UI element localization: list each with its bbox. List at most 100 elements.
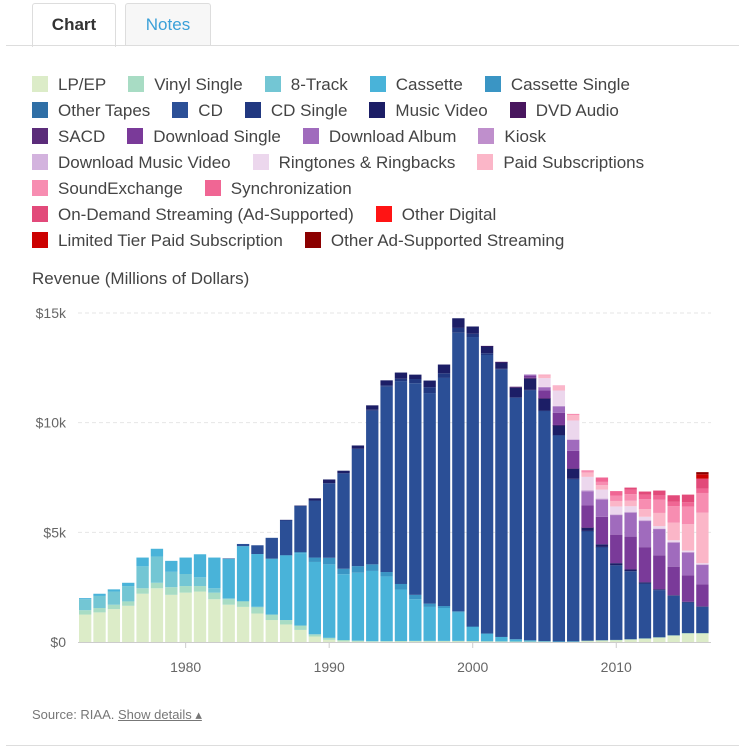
bar-segment[interactable] (480, 633, 494, 642)
bar-segment[interactable] (595, 499, 609, 517)
bar-segment[interactable] (466, 626, 479, 628)
bar-segment[interactable] (208, 592, 221, 600)
bar-segment[interactable] (667, 595, 680, 596)
bar-segment[interactable] (437, 373, 451, 378)
bar-segment[interactable] (495, 636, 508, 642)
bar-segment[interactable] (696, 472, 709, 475)
bar-segment[interactable] (567, 479, 580, 642)
bar-segment[interactable] (696, 633, 709, 642)
bar-segment[interactable] (696, 633, 709, 634)
bar-segment[interactable] (337, 568, 350, 575)
bar-segment[interactable] (581, 476, 594, 490)
bar-segment[interactable] (93, 593, 106, 596)
bar-segment[interactable] (667, 635, 680, 636)
bar-segment[interactable] (452, 318, 465, 328)
bar-segment[interactable] (681, 602, 695, 634)
bar-segment[interactable] (136, 588, 149, 594)
bar-segment[interactable] (638, 583, 652, 639)
bar-segment[interactable] (366, 641, 379, 642)
bar-segment[interactable] (265, 537, 278, 559)
bar-segment[interactable] (552, 405, 566, 407)
bar-segment[interactable] (638, 509, 652, 517)
bar-segment[interactable] (581, 527, 594, 528)
bar-segment[interactable] (538, 378, 551, 387)
bar-segment[interactable] (509, 397, 522, 640)
bar-segment[interactable] (610, 563, 623, 566)
bar-segment[interactable] (624, 511, 637, 513)
bar-segment[interactable] (380, 380, 393, 386)
bar-segment[interactable] (308, 634, 321, 637)
bar-segment[interactable] (495, 369, 508, 637)
bar-segment[interactable] (624, 494, 637, 501)
bar-segment[interactable] (595, 498, 609, 500)
bar-segment[interactable] (179, 586, 192, 593)
bar-segment[interactable] (150, 556, 164, 583)
bar-segment[interactable] (222, 598, 235, 600)
bar-segment[interactable] (480, 641, 494, 642)
bar-segment[interactable] (681, 575, 695, 602)
bar-segment[interactable] (552, 435, 566, 642)
bar-segment[interactable] (437, 608, 451, 641)
bar-segment[interactable] (380, 641, 393, 642)
bar-segment[interactable] (552, 390, 566, 406)
bar-segment[interactable] (107, 609, 121, 642)
bar-segment[interactable] (538, 410, 551, 642)
bar-segment[interactable] (222, 558, 235, 599)
legend-item[interactable]: Paid Subscriptions (477, 150, 644, 176)
bar-segment[interactable] (394, 381, 408, 584)
bar-segment[interactable] (236, 543, 250, 547)
bar-segment[interactable] (653, 637, 666, 638)
legend-item[interactable]: CD Single (244, 98, 347, 124)
bar-segment[interactable] (509, 386, 522, 388)
bar-segment[interactable] (251, 545, 264, 555)
bar-segment[interactable] (394, 378, 408, 382)
bar-segment[interactable] (452, 640, 465, 642)
bar-segment[interactable] (423, 603, 436, 607)
bar-segment[interactable] (423, 606, 436, 641)
bar-segment[interactable] (107, 591, 121, 605)
bar-segment[interactable] (136, 593, 149, 642)
bar-segment[interactable] (610, 514, 623, 516)
bar-segment[interactable] (380, 572, 393, 577)
bar-segment[interactable] (523, 390, 537, 641)
bar-segment[interactable] (122, 601, 135, 606)
bar-segment[interactable] (279, 555, 293, 556)
bar-segment[interactable] (667, 542, 680, 567)
bar-segment[interactable] (523, 378, 537, 379)
bar-segment[interactable] (653, 528, 666, 530)
legend-item[interactable]: Download Music Video (32, 150, 231, 176)
bar-segment[interactable] (610, 506, 623, 515)
bar-segment[interactable] (696, 606, 709, 607)
bar-segment[interactable] (136, 557, 149, 567)
bar-segment[interactable] (437, 640, 451, 642)
bar-segment[interactable] (523, 375, 537, 378)
bar-segment[interactable] (466, 626, 479, 642)
bar-segment[interactable] (581, 527, 594, 531)
bar-segment[interactable] (394, 641, 408, 642)
bar-segment[interactable] (696, 584, 709, 607)
legend-item[interactable]: Other Ad-Supported Streaming (304, 228, 564, 254)
bar-segment[interactable] (567, 450, 580, 469)
bar-segment[interactable] (265, 620, 278, 642)
bar-segment[interactable] (294, 625, 307, 630)
bar-segment[interactable] (610, 639, 623, 641)
bar-segment[interactable] (696, 478, 709, 489)
bar-segment[interactable] (466, 641, 479, 642)
bar-segment[interactable] (567, 420, 580, 440)
bar-segment[interactable] (523, 641, 537, 642)
bar-segment[interactable] (538, 410, 551, 412)
bar-segment[interactable] (294, 506, 307, 553)
bar-segment[interactable] (93, 608, 106, 613)
bar-segment[interactable] (624, 571, 637, 640)
bar-segment[interactable] (638, 520, 652, 521)
bar-segment[interactable] (638, 638, 652, 639)
bar-segment[interactable] (595, 546, 609, 548)
bar-segment[interactable] (638, 499, 652, 510)
bar-segment[interactable] (351, 572, 365, 641)
bar-segment[interactable] (251, 606, 264, 608)
bar-segment[interactable] (423, 387, 436, 394)
bar-segment[interactable] (653, 512, 666, 527)
bar-segment[interactable] (581, 490, 594, 492)
bar-segment[interactable] (581, 491, 594, 492)
bar-segment[interactable] (581, 531, 594, 641)
